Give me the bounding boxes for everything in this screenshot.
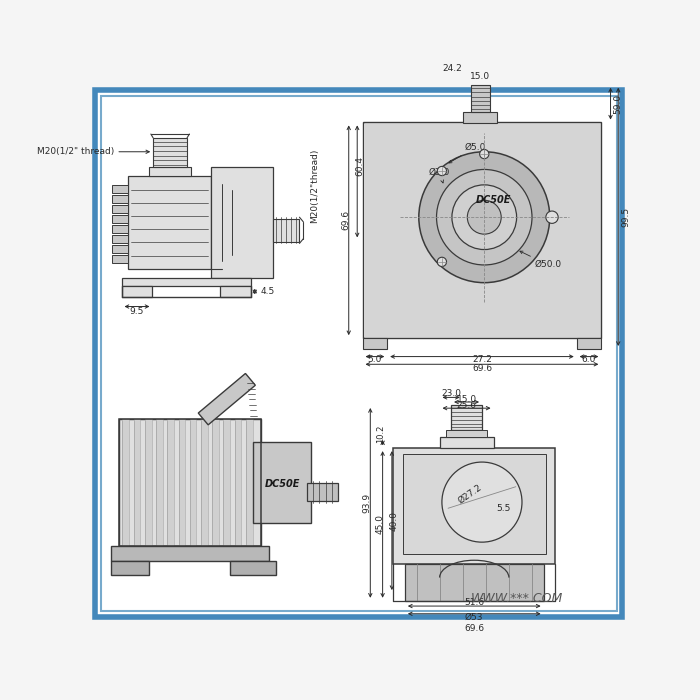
Bar xyxy=(122,278,251,286)
Bar xyxy=(112,215,127,223)
Bar xyxy=(402,454,546,554)
Text: Ø5.0: Ø5.0 xyxy=(449,143,486,163)
Bar xyxy=(122,419,129,546)
Bar xyxy=(122,286,153,298)
Text: Ø53: Ø53 xyxy=(465,613,484,622)
Text: 9.5: 9.5 xyxy=(130,307,144,316)
Text: 99.5: 99.5 xyxy=(622,206,630,227)
Bar xyxy=(111,546,269,561)
Polygon shape xyxy=(198,374,256,425)
Circle shape xyxy=(438,258,447,267)
Bar xyxy=(230,561,276,575)
Bar xyxy=(134,419,140,546)
Bar xyxy=(156,419,163,546)
Text: DC50E: DC50E xyxy=(265,480,300,489)
Bar xyxy=(149,167,191,176)
Bar xyxy=(253,442,311,523)
Bar xyxy=(452,405,482,430)
Bar xyxy=(463,112,497,122)
Text: 5.5: 5.5 xyxy=(496,504,511,513)
Bar xyxy=(118,419,261,546)
Bar xyxy=(307,483,338,501)
Circle shape xyxy=(437,169,532,265)
Bar xyxy=(446,430,487,438)
Bar xyxy=(246,419,253,546)
Text: M20(1/2" thread): M20(1/2" thread) xyxy=(36,147,114,156)
Bar xyxy=(112,195,127,202)
Bar xyxy=(405,564,543,601)
Circle shape xyxy=(442,462,522,542)
Bar xyxy=(145,419,152,546)
Bar xyxy=(167,419,174,546)
Circle shape xyxy=(419,152,550,283)
Bar xyxy=(127,176,211,269)
Text: 4.5: 4.5 xyxy=(260,287,274,296)
Bar xyxy=(220,286,251,298)
Bar xyxy=(112,245,127,253)
Bar xyxy=(223,419,230,546)
Text: 51.6: 51.6 xyxy=(464,598,484,608)
Text: M20(1/2"thread): M20(1/2"thread) xyxy=(310,148,319,223)
Text: DC50E: DC50E xyxy=(476,195,511,205)
Bar xyxy=(363,338,387,349)
Bar xyxy=(440,438,494,448)
Text: 15.0: 15.0 xyxy=(470,72,491,80)
Text: 69.6: 69.6 xyxy=(464,624,484,633)
Bar xyxy=(364,124,600,337)
Text: Ø3.0: Ø3.0 xyxy=(429,168,450,183)
Bar xyxy=(471,85,490,112)
Bar xyxy=(112,225,127,232)
Bar xyxy=(112,185,127,193)
Text: 45.0: 45.0 xyxy=(376,514,385,534)
Text: 27.2: 27.2 xyxy=(472,355,492,364)
Text: 10.2: 10.2 xyxy=(376,424,385,443)
Bar xyxy=(112,205,127,213)
Bar xyxy=(272,218,300,242)
Bar xyxy=(111,561,149,575)
Text: 60.4: 60.4 xyxy=(355,156,364,176)
Circle shape xyxy=(468,200,501,234)
Text: 93.9: 93.9 xyxy=(363,493,372,513)
Text: 23.0: 23.0 xyxy=(441,389,461,398)
Text: 59.0: 59.0 xyxy=(614,94,622,113)
Text: 25.6: 25.6 xyxy=(456,401,477,410)
Bar xyxy=(178,419,186,546)
Bar xyxy=(212,419,219,546)
Text: 40.0: 40.0 xyxy=(390,510,399,531)
Bar xyxy=(393,448,555,564)
Circle shape xyxy=(546,211,558,223)
Text: Ø50.0: Ø50.0 xyxy=(520,251,561,270)
Bar xyxy=(201,419,208,546)
Bar xyxy=(190,419,197,546)
Text: 15.0: 15.0 xyxy=(456,395,477,404)
Text: 5.0: 5.0 xyxy=(368,355,382,364)
Bar xyxy=(112,255,127,262)
Circle shape xyxy=(480,150,489,159)
Text: 69.6: 69.6 xyxy=(341,210,350,230)
Text: WWW.***.COM: WWW.***.COM xyxy=(470,592,563,605)
Bar xyxy=(112,235,127,243)
Circle shape xyxy=(452,185,517,249)
Bar xyxy=(118,419,261,546)
Bar xyxy=(211,167,272,278)
Bar xyxy=(234,419,241,546)
Circle shape xyxy=(438,167,447,176)
Bar xyxy=(153,138,187,167)
Bar xyxy=(577,338,601,349)
Text: Ø27.2: Ø27.2 xyxy=(457,483,484,506)
Text: 69.6: 69.6 xyxy=(472,365,492,373)
Text: 6.0: 6.0 xyxy=(582,355,596,364)
Bar xyxy=(363,122,601,338)
Text: 24.2: 24.2 xyxy=(443,64,463,73)
